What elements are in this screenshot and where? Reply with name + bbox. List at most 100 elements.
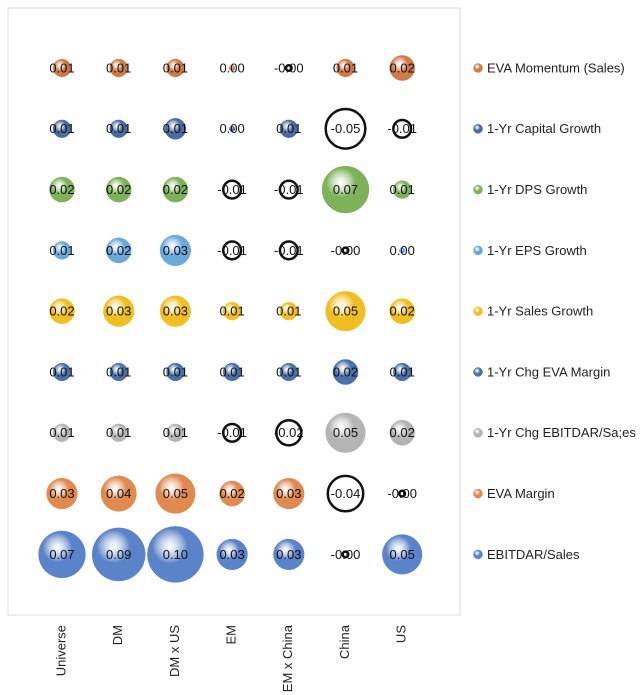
- bubble: [221, 422, 243, 443]
- bubble: [279, 302, 298, 321]
- bubble: [336, 58, 355, 78]
- bubble: [52, 423, 72, 442]
- legend-marker: [473, 124, 483, 134]
- value-label: 0.02: [390, 304, 415, 319]
- legend-label: 1-Yr DPS Growth: [487, 182, 587, 197]
- bubble: [221, 179, 243, 200]
- value-label: -0.01: [217, 425, 247, 440]
- value-label: 0.01: [49, 243, 74, 258]
- value-label: 0.03: [276, 486, 301, 501]
- bubble: [52, 58, 72, 78]
- value-label: 0.03: [219, 547, 244, 562]
- bubble: [392, 118, 413, 139]
- bubble: [332, 359, 359, 385]
- value-label: 0.02: [106, 182, 131, 197]
- legend-label: 1-Yr EPS Growth: [487, 243, 587, 258]
- bubble: [49, 176, 75, 203]
- value-label: 0.01: [106, 364, 131, 379]
- bubble: [229, 64, 236, 72]
- bubble: [38, 530, 86, 579]
- bubble: [159, 295, 191, 327]
- value-label: 0.03: [49, 486, 74, 501]
- bubble: [284, 63, 293, 73]
- value-label: 0.01: [219, 304, 244, 319]
- legend-label: EVA Momentum (Sales): [487, 60, 625, 75]
- bubble: [389, 55, 415, 81]
- bubble: [109, 423, 128, 442]
- bubble: [166, 58, 185, 78]
- value-label: 0.01: [106, 425, 131, 440]
- legend-marker: [473, 367, 483, 377]
- value-label: 0.00: [219, 121, 244, 136]
- bubble: [273, 538, 305, 570]
- value-label: 0.03: [276, 547, 301, 562]
- bubble: [278, 240, 299, 261]
- x-tick-label: Universe: [53, 625, 68, 676]
- x-tick-label: EM: [224, 625, 239, 645]
- value-label: -0.01: [274, 182, 304, 197]
- value-label: -0.04: [331, 486, 361, 501]
- bubble: [103, 295, 135, 327]
- value-label: 0.01: [106, 60, 131, 75]
- bubble: [162, 176, 189, 203]
- value-label: 0.01: [49, 364, 74, 379]
- value-label: 0.01: [49, 60, 74, 75]
- bubble: [229, 125, 236, 132]
- value-label: 0.01: [49, 425, 74, 440]
- bubble: [105, 237, 132, 264]
- bubble: [321, 165, 370, 214]
- bubble: [49, 298, 75, 324]
- legend-label: 1-Yr Chg EBITDAR/Sa;es: [487, 425, 636, 440]
- x-tick-label: US: [394, 625, 409, 643]
- bubble: [398, 489, 407, 498]
- bubble: [219, 480, 245, 507]
- bubble: [389, 298, 415, 324]
- value-label: -0.00: [331, 243, 361, 258]
- value-label: 0.02: [49, 304, 74, 319]
- value-label: 0.02: [106, 243, 131, 258]
- value-label: -0.01: [274, 243, 304, 258]
- bubble: [399, 247, 406, 254]
- bubble: [279, 362, 298, 382]
- legend-marker: [473, 63, 483, 73]
- value-label: 0.01: [163, 425, 188, 440]
- bubble: [52, 119, 72, 138]
- x-tick-label: China: [337, 624, 352, 659]
- bubble: [325, 291, 366, 332]
- value-label: 0.02: [333, 364, 358, 379]
- value-label: 0.05: [163, 486, 188, 501]
- legend-label: 1-Yr Capital Growth: [487, 121, 601, 136]
- legend-label: 1-Yr Sales Growth: [487, 304, 593, 319]
- value-label: 0.04: [106, 486, 131, 501]
- bubble: [341, 246, 350, 255]
- value-label: 0.01: [276, 364, 301, 379]
- value-label: 0.01: [163, 364, 188, 379]
- x-tick-label: DM: [110, 625, 125, 645]
- legend-marker: [473, 488, 483, 499]
- value-label: 0.02: [390, 425, 415, 440]
- value-label: 0.01: [390, 182, 415, 197]
- value-label: -0.01: [217, 243, 247, 258]
- bubble: [166, 423, 185, 442]
- value-label: -0.01: [387, 121, 417, 136]
- value-label: -0.01: [217, 182, 247, 197]
- bubble: [273, 478, 305, 510]
- bubble: [147, 526, 204, 583]
- value-label: 0.01: [219, 364, 244, 379]
- value-label: 0.10: [163, 547, 188, 562]
- bubble: [52, 362, 72, 382]
- value-label: 0.01: [390, 364, 415, 379]
- legend-marker: [473, 245, 483, 256]
- value-label: 0.05: [333, 425, 358, 440]
- value-label: 0.02: [390, 60, 415, 75]
- bubble: [166, 362, 185, 382]
- bubble: [222, 302, 242, 321]
- value-label: -0.02: [274, 425, 304, 440]
- legend-label: EVA Margin: [487, 486, 555, 501]
- value-label: 0.01: [49, 121, 74, 136]
- value-label: 0.01: [163, 121, 188, 136]
- value-label: 0.01: [276, 304, 301, 319]
- bubble: [52, 241, 72, 260]
- bubble: [100, 475, 137, 512]
- bubble: [279, 119, 298, 138]
